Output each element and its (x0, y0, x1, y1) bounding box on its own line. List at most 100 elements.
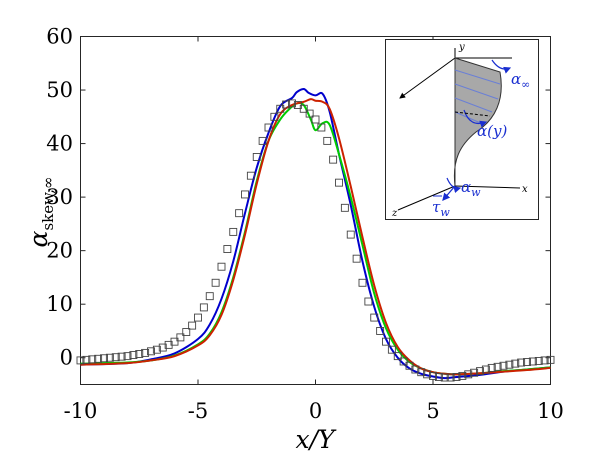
inset-tau-label: τw (432, 198, 450, 219)
marker-point (88, 355, 97, 364)
marker-point (528, 357, 537, 366)
y-tick-label-6: 60 (46, 25, 73, 49)
marker-point (141, 348, 150, 357)
marker-point (147, 347, 155, 356)
marker-point (241, 190, 249, 199)
marker-point (246, 171, 255, 180)
y-axis-title-sub: skew,∞ (39, 177, 57, 231)
inset-tau-vector (442, 185, 456, 201)
marker-point (481, 365, 490, 374)
inset-alpha-y-label: α(y) (477, 122, 507, 140)
marker-point (346, 230, 355, 239)
marker-point (252, 153, 261, 161)
marker-point (352, 254, 361, 263)
marker-point (517, 358, 526, 367)
marker-point (417, 368, 426, 377)
y-tick-label-0: 0 (60, 346, 73, 370)
y-tick-labels: 0 10 20 30 40 50 60 (46, 25, 73, 370)
series-line-0 (80, 87, 551, 380)
marker-point (358, 278, 367, 287)
marker-point (323, 136, 332, 145)
marker-point (235, 209, 244, 218)
marker-point (135, 350, 144, 358)
marker-point (382, 337, 390, 346)
marker-point (446, 373, 455, 382)
marker-point (534, 356, 543, 365)
marker-point (176, 333, 185, 342)
marker-point (94, 354, 103, 363)
marker-point (376, 327, 385, 335)
marker-point (335, 178, 343, 187)
y-tick-label-4: 40 (46, 132, 73, 156)
marker-point (182, 328, 191, 336)
inset-z-axis (397, 185, 456, 211)
y-tick-label-1: 10 (46, 292, 73, 316)
marker-point (211, 278, 220, 287)
x-tick-label-0: -10 (64, 399, 98, 423)
x-axis-title: x/Y (295, 425, 337, 454)
svg-text:αskew,∞: αskew,∞ (24, 177, 57, 248)
marker-point (152, 345, 161, 354)
marker-point (305, 109, 314, 118)
y-tick-label-3: 30 (46, 185, 73, 209)
inset-alpha-w-label: αw (461, 178, 481, 199)
inset-x-axis (454, 185, 521, 189)
inset-alpha-inf-label: α∞ (511, 70, 530, 91)
marker-point (129, 351, 138, 360)
marker-point (76, 356, 85, 365)
marker-point (111, 353, 120, 362)
marker-point (264, 123, 273, 132)
marker-point (540, 356, 549, 365)
marker-point (329, 155, 338, 164)
marker-point (499, 361, 508, 370)
marker-point (217, 262, 226, 271)
marker-point (452, 373, 461, 381)
x-tick-labels: -10 -5 0 5 10 (64, 399, 564, 423)
marker-point (270, 112, 279, 121)
marker-point (523, 358, 531, 366)
x-tick-label-4: 10 (537, 399, 564, 423)
marker-point (258, 136, 267, 145)
marker-point (276, 104, 285, 113)
marker-point (194, 313, 202, 322)
marker-point (317, 123, 326, 132)
y-axis-title-main: α (24, 230, 53, 247)
marker-point (205, 292, 214, 301)
marker-point (411, 365, 420, 374)
inset-hatch-2 (454, 83, 499, 100)
marker-point (82, 355, 91, 364)
marker-point (299, 104, 308, 113)
marker-point (399, 357, 408, 366)
inset-alpha-w-arc (446, 177, 462, 193)
marker-point (105, 353, 114, 362)
x-tick-label-2: 0 (309, 399, 322, 423)
marker-point (476, 367, 484, 376)
inset-hatch-1 (454, 69, 501, 85)
marker-point (100, 354, 108, 363)
marker-point (429, 371, 437, 380)
inset-schematic: y x z α∞ α(y) αw τw (385, 39, 539, 220)
inset-axis-x-label: x (522, 184, 528, 195)
marker-point (393, 352, 402, 361)
marker-point (487, 363, 496, 372)
marker-point (223, 245, 232, 253)
marker-point (464, 370, 473, 379)
marker-point (387, 345, 396, 354)
inset-alpha-inf-arc (491, 59, 512, 74)
inset-axis-z-label: z (391, 208, 398, 219)
marker-point (511, 359, 520, 368)
marker-point (364, 297, 373, 306)
inset-dashed-line (454, 111, 491, 117)
marker-point (493, 362, 502, 371)
inset-axis-y-label: y (458, 42, 465, 53)
x-tick-label-3: 5 (426, 399, 439, 423)
marker-layer (76, 99, 555, 382)
y-tick-label-5: 50 (46, 78, 73, 102)
marker-point (370, 313, 379, 322)
marker-point (288, 99, 296, 108)
inset-top-line (399, 57, 456, 99)
marker-point (340, 203, 349, 212)
marker-point (470, 368, 479, 377)
inset-hatch-4 (454, 111, 484, 125)
